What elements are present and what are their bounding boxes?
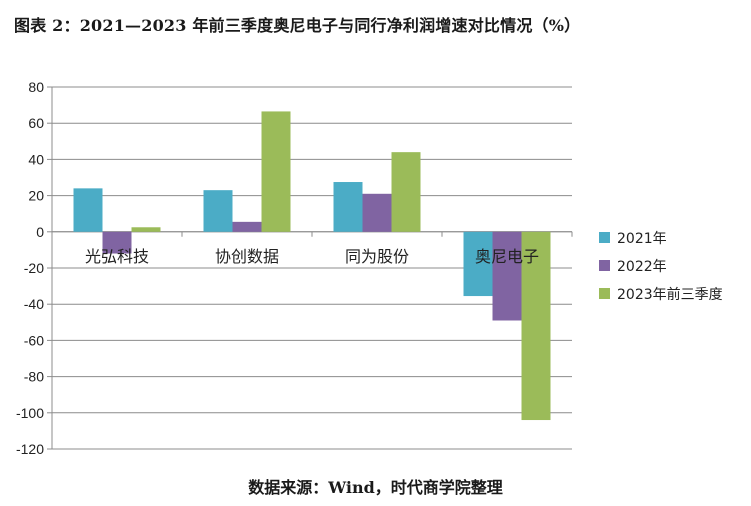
y-tick-label: 0 [36,224,44,240]
bar-2-1 [102,231,132,254]
legend-swatch-1 [599,232,610,243]
y-tick-label: -60 [24,332,44,348]
y-tick-label: 20 [28,188,44,204]
bar-3-2 [261,111,291,232]
bar-1-2 [203,190,233,232]
y-tick-label: 60 [28,115,44,131]
legend-swatch-2 [599,260,610,271]
legend-label-3: 2023年前三季度 [617,286,723,303]
bar-3-1 [131,227,161,232]
category-label: 奥尼电子 [475,247,539,266]
category-label: 光弘科技 [85,247,149,266]
category-label: 协创数据 [215,247,279,266]
bar-1-3 [333,182,363,232]
bar-1-1 [73,188,103,232]
bar-3-3 [391,152,421,232]
y-tick-label: -120 [16,441,44,457]
legend-label-2: 2022年 [617,259,667,275]
category-label: 同为股份 [345,247,409,266]
bar-2-4 [492,231,522,321]
y-tick-label: -40 [24,296,44,312]
legend-swatch-3 [599,288,610,299]
y-tick-label: -20 [24,260,44,276]
y-tick-label: -100 [16,405,44,421]
legend-label-1: 2021年 [617,231,667,247]
legend: 2021年 2022年 2023年前三季度 [599,231,723,303]
bars [73,111,551,421]
gridlines [52,86,572,450]
y-tick-label: 40 [28,151,44,167]
y-tick-labels: 80 60 40 20 0 -20 -40 -60 -80 -100 -120 [16,79,44,457]
bar-3-4 [521,231,551,421]
chart-title: 图表 2：2021—2023 年前三季度奥尼电子与同行净利润增速对比情况（%） [14,16,581,35]
bar-2-3 [362,193,392,232]
source-note: 数据来源：Wind，时代商学院整理 [248,478,503,497]
y-tick-label: 80 [28,79,44,95]
bar-1-4 [463,231,493,297]
y-tick-label: -80 [24,369,44,385]
bar-2-2 [232,221,262,232]
category-labels: 光弘科技 协创数据 同为股份 奥尼电子 [85,247,539,266]
